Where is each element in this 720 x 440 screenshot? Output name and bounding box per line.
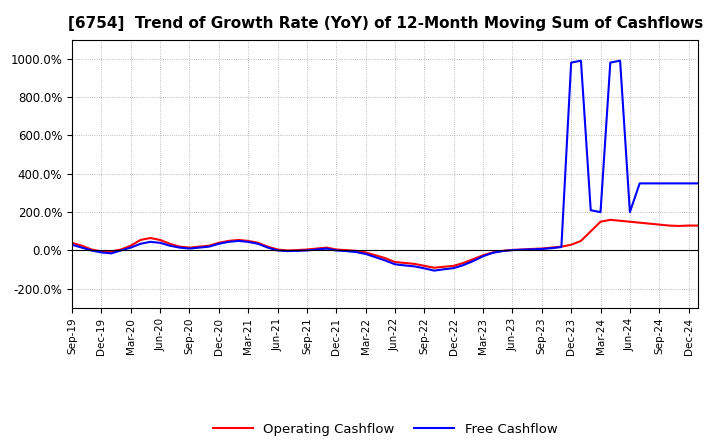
Operating Cashflow xyxy=(253,240,262,246)
Operating Cashflow xyxy=(606,217,615,223)
Operating Cashflow xyxy=(68,240,76,246)
Free Cashflow xyxy=(68,242,76,247)
Title: [6754]  Trend of Growth Rate (YoY) of 12-Month Moving Sum of Cashflows: [6754] Trend of Growth Rate (YoY) of 12-… xyxy=(68,16,703,32)
Operating Cashflow xyxy=(215,240,223,246)
Free Cashflow xyxy=(253,241,262,246)
Operating Cashflow xyxy=(626,219,634,224)
Free Cashflow xyxy=(577,58,585,63)
Legend: Operating Cashflow, Free Cashflow: Operating Cashflow, Free Cashflow xyxy=(208,418,562,440)
Free Cashflow xyxy=(391,262,400,267)
Operating Cashflow xyxy=(694,223,703,228)
Free Cashflow xyxy=(694,181,703,186)
Free Cashflow xyxy=(332,248,341,253)
Line: Free Cashflow: Free Cashflow xyxy=(72,61,698,271)
Free Cashflow xyxy=(215,241,223,246)
Operating Cashflow xyxy=(332,247,341,252)
Line: Operating Cashflow: Operating Cashflow xyxy=(72,220,698,268)
Operating Cashflow xyxy=(430,265,438,270)
Operating Cashflow xyxy=(675,224,683,229)
Free Cashflow xyxy=(626,209,634,215)
Free Cashflow xyxy=(675,181,683,186)
Operating Cashflow xyxy=(391,259,400,264)
Free Cashflow xyxy=(430,268,438,273)
